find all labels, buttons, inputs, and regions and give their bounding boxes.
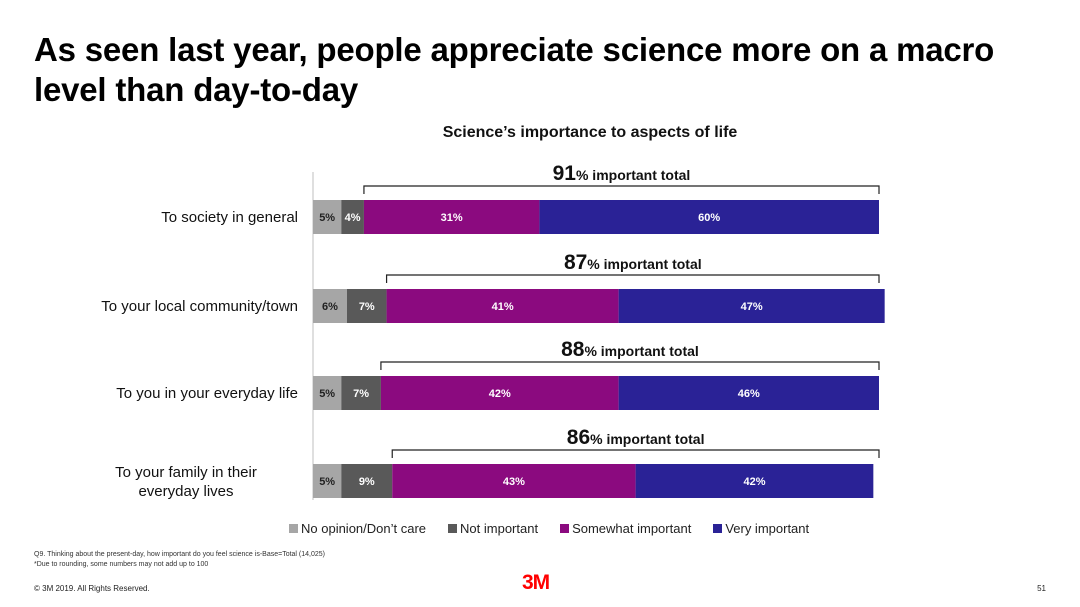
bar-segment: [341, 376, 381, 410]
data-label: 47%: [741, 301, 763, 313]
legend-label: Not important: [460, 521, 539, 536]
important-bracket: [363, 185, 880, 194]
chart-title: Science’s importance to aspects of life: [442, 124, 738, 141]
legend-swatch: [448, 524, 458, 533]
legend-label: Somewhat important: [572, 521, 692, 536]
data-label: 42%: [489, 388, 511, 400]
important-bracket: [380, 361, 880, 370]
data-label: 9%: [359, 476, 375, 488]
data-label: 4%: [345, 212, 361, 224]
copyright: © 3M 2019. All Rights Reserved.: [34, 584, 150, 593]
important-total-label: 88% important total: [561, 338, 699, 361]
important-total-label: 87% important total: [564, 251, 702, 274]
data-label: 43%: [503, 476, 525, 488]
bar-segment: [618, 289, 885, 323]
bar-segment: [313, 464, 342, 498]
bar-segment: [380, 376, 619, 410]
data-label: 7%: [359, 301, 375, 313]
footnote-question: Q9. Thinking about the present-day, how …: [34, 551, 325, 558]
category-label: To society in general: [161, 209, 298, 226]
legend-label: Very important: [725, 521, 810, 536]
brand-logo: 3M: [522, 571, 550, 594]
important-total-label: 86% important total: [567, 426, 705, 449]
legend-swatch: [289, 524, 298, 533]
legend-item: Not important: [448, 521, 538, 536]
data-label: 46%: [738, 388, 760, 400]
bar-segment: [539, 200, 879, 234]
chart-legend: No opinion/Don’t care Not important Somewh…: [289, 521, 831, 536]
legend-label: No opinion/Don’t care: [301, 521, 427, 536]
bar-segment: [313, 376, 342, 410]
page-number: 51: [1037, 584, 1046, 593]
data-label: 31%: [441, 212, 463, 224]
data-label: 6%: [322, 301, 338, 313]
data-label: 7%: [353, 388, 369, 400]
data-label: 60%: [698, 212, 720, 224]
legend-item: Very important: [713, 521, 809, 536]
data-label: 5%: [319, 388, 335, 400]
category-label: To your local community/town: [101, 298, 298, 315]
data-label: 41%: [492, 301, 514, 313]
legend-swatch: [560, 524, 570, 533]
important-bracket: [391, 449, 880, 458]
legend-item: Somewhat important: [560, 521, 691, 536]
bar-segment: [341, 200, 364, 234]
bar-segment: [363, 200, 540, 234]
legend-swatch: [713, 524, 723, 533]
legend-item: No opinion/Don’t care: [289, 521, 426, 536]
footnote-rounding: *Due to rounding, some numbers may not a…: [34, 561, 209, 568]
bar-segment: [386, 289, 619, 323]
bar-segment: [392, 464, 636, 498]
bar-segment: [635, 464, 874, 498]
category-label: To your family in their everyday lives: [115, 464, 257, 500]
important-total-label: 91% important total: [553, 162, 691, 185]
category-label: To you in your everyday life: [116, 385, 298, 402]
data-label: 42%: [743, 476, 765, 488]
data-label: 5%: [319, 476, 335, 488]
slide-title: As seen last year, people appreciate sci…: [34, 31, 995, 108]
data-label: 5%: [319, 212, 335, 224]
important-bracket: [385, 274, 880, 283]
bar-segment: [618, 376, 879, 410]
bar-segment: [346, 289, 387, 323]
bar-segment: [313, 289, 347, 323]
bar-segment: [313, 200, 342, 234]
bar-segment: [341, 464, 393, 498]
